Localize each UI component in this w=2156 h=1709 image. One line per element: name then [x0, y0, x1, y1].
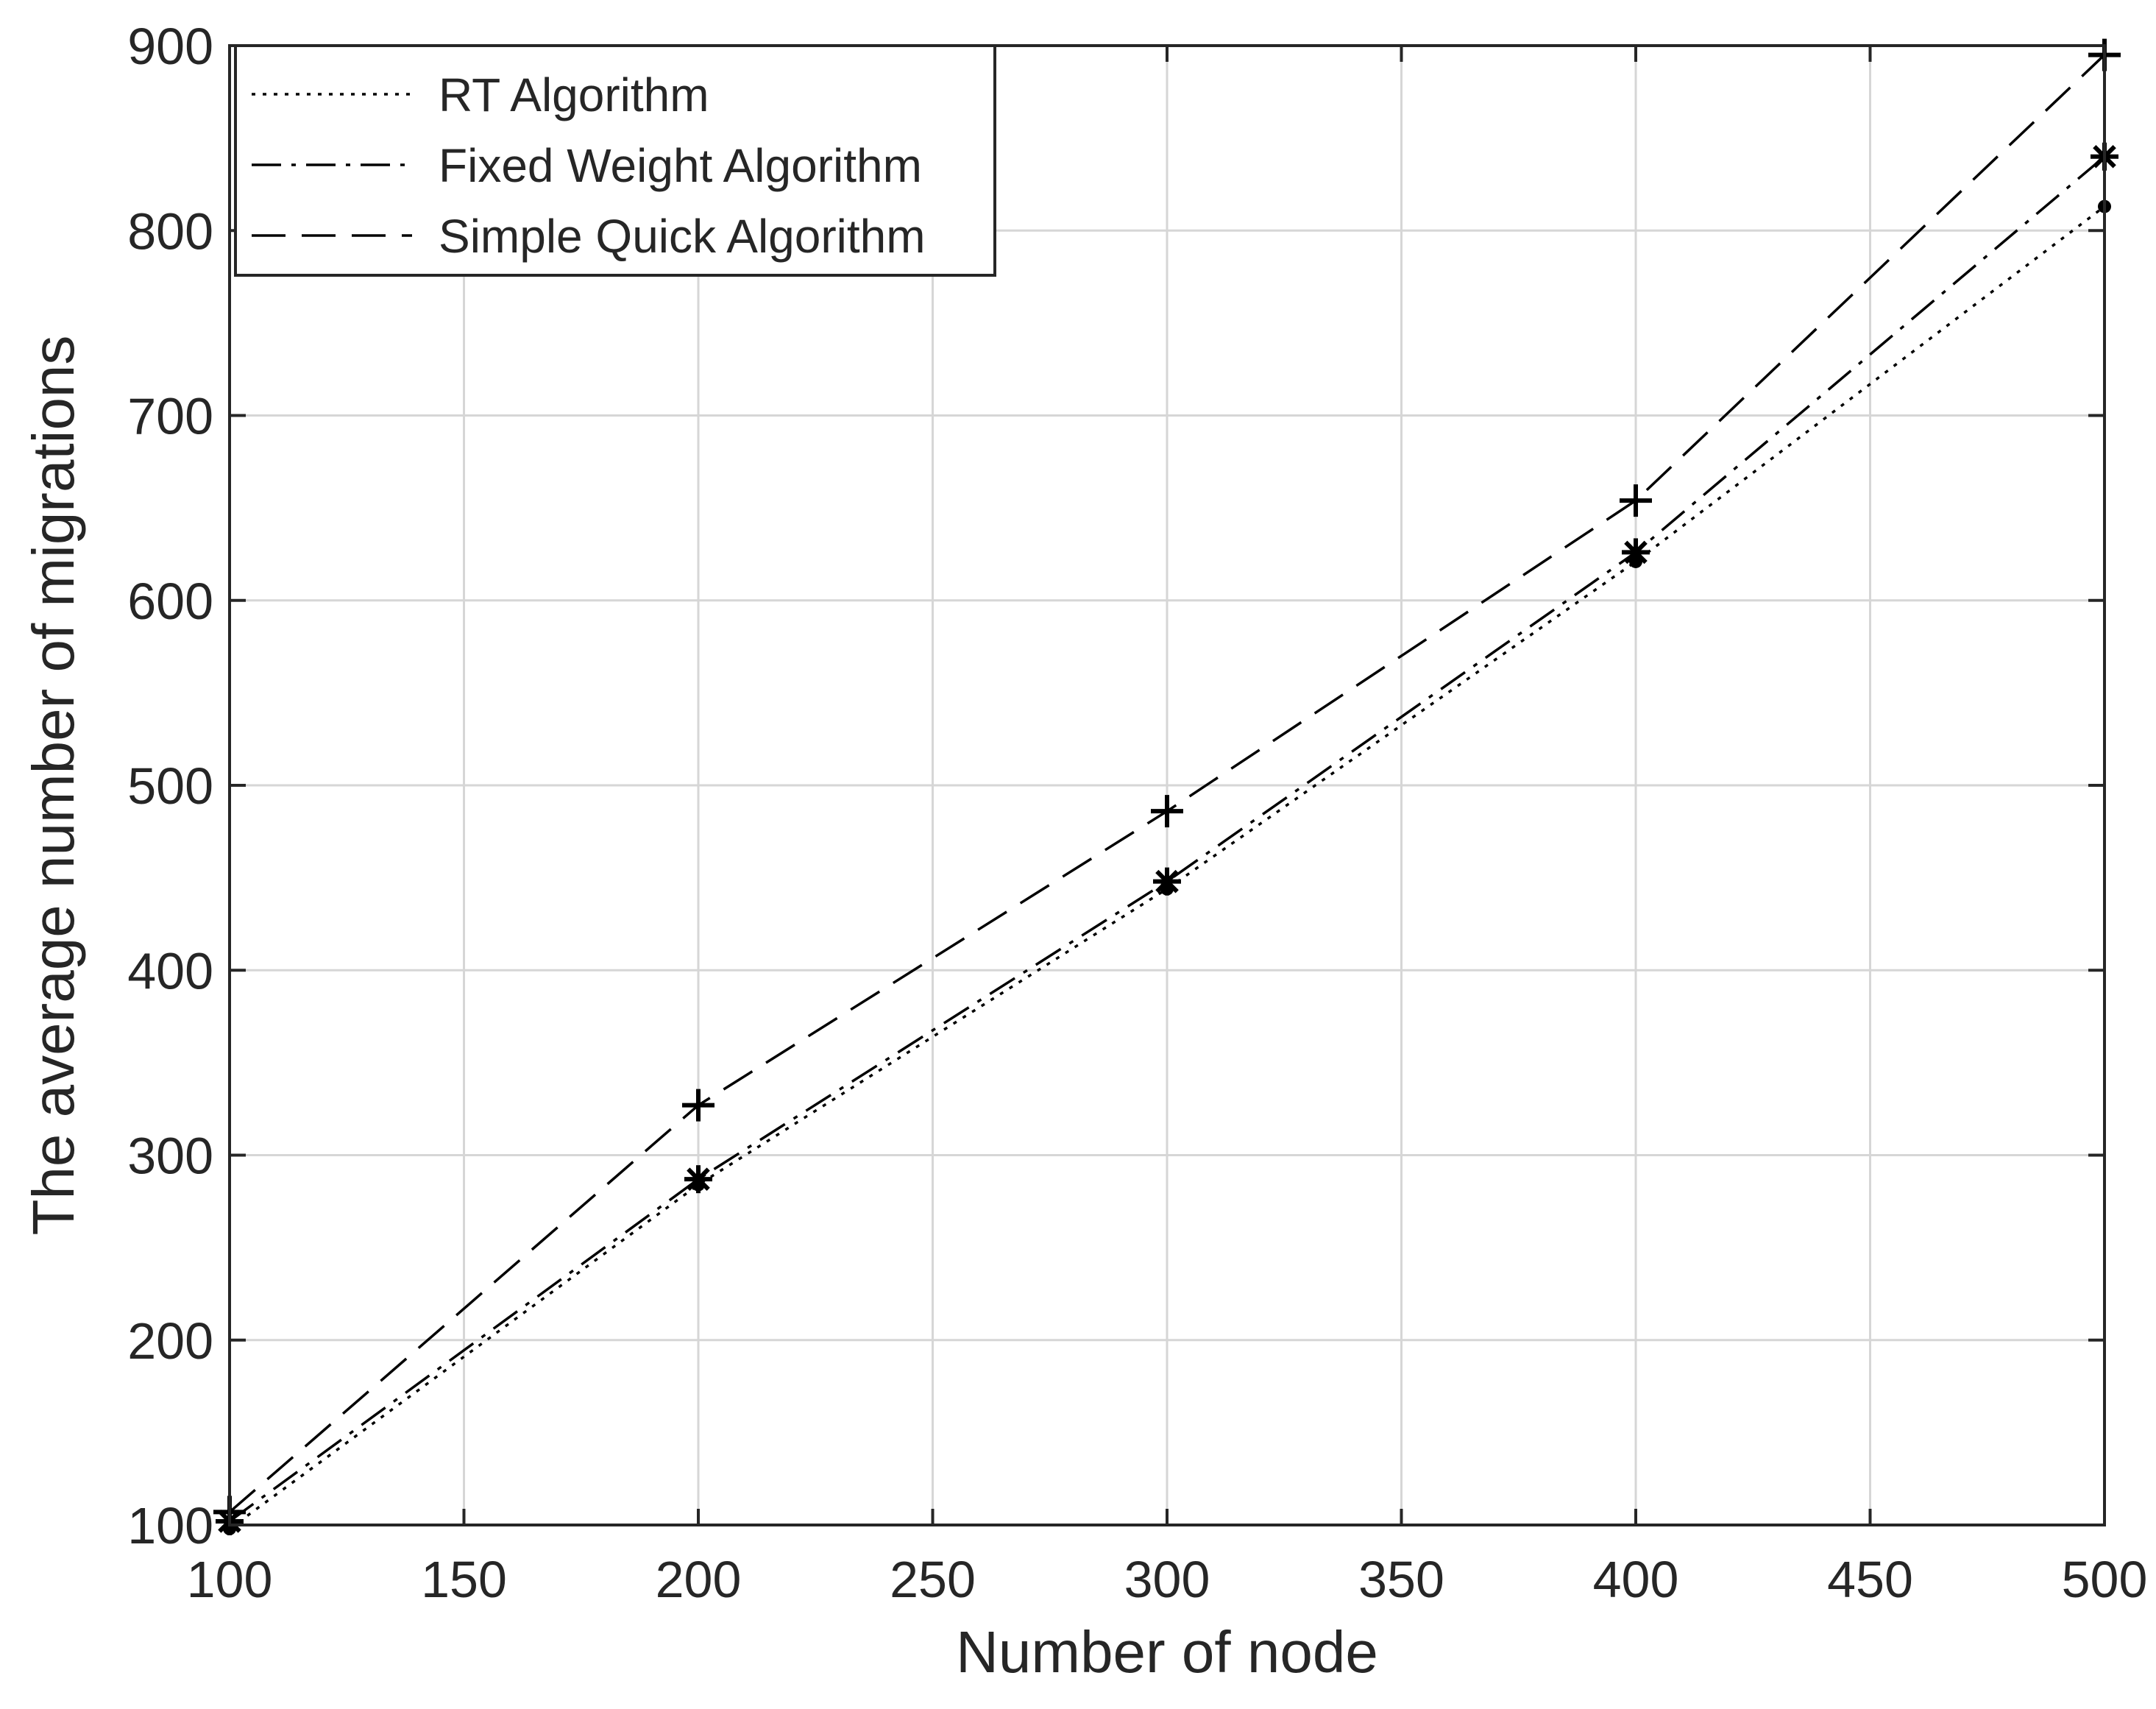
x-tick-labels: 100 150 200 250 300 350 400 450 500: [187, 1551, 2148, 1608]
data-point-marker: [1622, 538, 1650, 567]
data-point-marker: [1153, 867, 1181, 896]
tick-marks: [228, 44, 2106, 1526]
x-tick-label: 450: [1827, 1551, 1913, 1608]
y-tick-label: 100: [127, 1497, 213, 1554]
y-tick-label: 900: [127, 18, 213, 75]
data-point-marker: [684, 1165, 712, 1194]
data-point-marker: [1151, 795, 1183, 828]
x-tick-label: 100: [187, 1551, 273, 1608]
x-tick-label: 150: [421, 1551, 507, 1608]
x-tick-label: 200: [656, 1551, 742, 1608]
data-point-marker: [1620, 484, 1652, 517]
x-tick-label: 300: [1124, 1551, 1210, 1608]
y-tick-labels: 100 200 300 400 500 600 700 800 900: [127, 18, 213, 1554]
legend-item: Fixed Weight Algorithm: [252, 139, 922, 192]
x-tick-label: 500: [2062, 1551, 2148, 1608]
y-tick-label: 600: [127, 573, 213, 630]
legend-label: Fixed Weight Algorithm: [439, 139, 922, 192]
y-tick-label: 700: [127, 388, 213, 445]
x-tick-label: 250: [890, 1551, 976, 1608]
legend: RT Algorithm Fixed Weight Algorithm Simple…: [234, 44, 996, 277]
legend-item: Simple Quick Algorithm: [252, 210, 926, 263]
y-tick-label: 500: [127, 757, 213, 815]
data-point-marker: [682, 1089, 714, 1122]
y-axis-label: The average number of migrations: [21, 336, 86, 1236]
series-layer: [213, 38, 2121, 1536]
legend-label: RT Algorithm: [439, 68, 709, 121]
series-line: [228, 205, 2106, 1530]
series-line: [228, 155, 2106, 1523]
x-tick-label: 350: [1358, 1551, 1444, 1608]
x-tick-label: 400: [1593, 1551, 1679, 1608]
legend-label: Simple Quick Algorithm: [439, 210, 926, 263]
y-tick-label: 400: [127, 942, 213, 999]
y-tick-label: 800: [127, 202, 213, 260]
legend-box: [234, 44, 996, 277]
y-tick-label: 200: [127, 1312, 213, 1370]
y-tick-label: 300: [127, 1128, 213, 1185]
x-axis-label: Number of node: [956, 1619, 1378, 1685]
legend-item: RT Algorithm: [252, 68, 709, 121]
